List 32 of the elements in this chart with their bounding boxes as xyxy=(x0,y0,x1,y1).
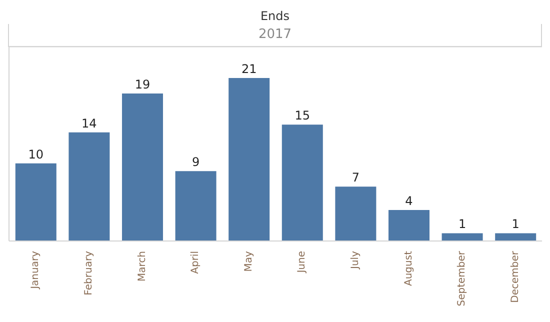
data-label: 4 xyxy=(405,194,413,208)
bar xyxy=(228,78,270,241)
data-label: 7 xyxy=(352,170,360,185)
bar xyxy=(15,163,56,241)
bar xyxy=(388,210,430,241)
bar xyxy=(68,132,110,241)
bar xyxy=(282,124,323,241)
x-tick-label: January xyxy=(30,250,42,290)
bar xyxy=(335,186,376,241)
data-label: 19 xyxy=(134,78,150,92)
data-label: 1 xyxy=(512,217,520,232)
data-label: 1 xyxy=(458,217,466,232)
data-label: 14 xyxy=(82,116,97,130)
x-tick-label: December xyxy=(510,250,521,303)
data-label: 21 xyxy=(241,62,257,76)
x-tick-label: July xyxy=(350,250,361,270)
x-tick-label: February xyxy=(83,250,94,296)
x-tick-label: June xyxy=(296,251,308,274)
data-label: 15 xyxy=(294,108,310,123)
chart-subtitle: 2017 xyxy=(8,24,542,47)
x-tick-label: April xyxy=(190,251,202,274)
x-tick-label: May xyxy=(243,250,254,272)
bar xyxy=(442,233,483,241)
x-tick-label: August xyxy=(403,250,414,286)
bar xyxy=(122,94,163,241)
x-tick-label: September xyxy=(456,250,468,306)
data-label: 9 xyxy=(192,155,200,170)
bar xyxy=(495,233,536,241)
bar xyxy=(175,171,216,241)
data-label: 10 xyxy=(28,147,44,162)
chart-title: Ends xyxy=(259,8,291,24)
x-tick-label: March xyxy=(136,251,148,282)
